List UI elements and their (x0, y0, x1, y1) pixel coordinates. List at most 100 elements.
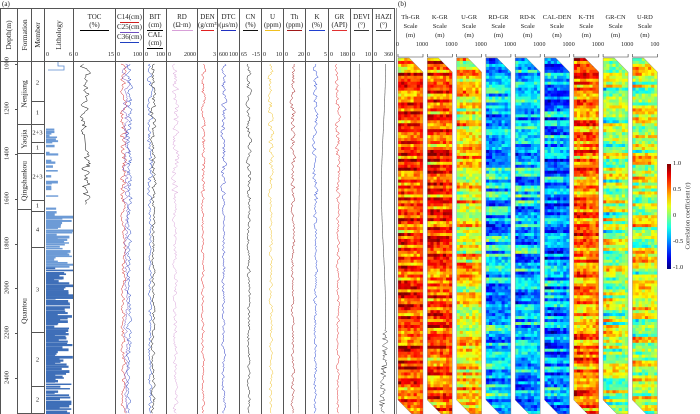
heatmap-cell (533, 120, 538, 124)
heatmap-cell (456, 387, 461, 391)
heatmap-cell (462, 164, 467, 169)
heatmap-cell (492, 310, 496, 314)
heatmap-cell (462, 236, 467, 240)
heatmap-cell (407, 209, 411, 213)
heatmap-cell (462, 336, 467, 341)
heatmap-cell (462, 203, 467, 207)
heatmap-cell (398, 81, 402, 86)
heatmap-cell (398, 250, 402, 255)
heatmap-cell (469, 259, 473, 264)
heatmap-cell (427, 230, 431, 234)
heatmap-cell (475, 247, 479, 252)
heatmap-cell (518, 58, 522, 62)
heatmap-cell (407, 325, 411, 329)
heatmap-cell (524, 236, 529, 240)
heatmap-cell (472, 322, 476, 326)
heatmap-cell (446, 283, 450, 287)
heatmap-cell (485, 138, 490, 142)
heatmap-cell (475, 108, 479, 112)
heatmap-cell (404, 336, 408, 341)
heatmap-cell (398, 378, 402, 382)
heatmap-cell (427, 218, 431, 222)
heatmap-cell (489, 390, 493, 394)
heatmap-cell (495, 218, 499, 222)
heatmap-cell (475, 99, 479, 103)
heatmap-cell (527, 319, 532, 323)
heatmap-cell (507, 173, 511, 178)
heatmap-cell (515, 280, 519, 284)
heatmap-cell (469, 230, 473, 234)
heatmap-cell (410, 227, 415, 231)
heatmap-cell (410, 206, 415, 210)
heatmap-cell (398, 200, 402, 204)
heatmap-cell (507, 58, 511, 62)
heatmap-cell (495, 301, 499, 305)
heatmap-cell (533, 253, 538, 258)
heatmap-cell (410, 111, 415, 115)
scale-min: 65 (241, 52, 247, 58)
heatmap-cell (449, 179, 453, 183)
heatmap-cell (515, 221, 519, 225)
heatmap-cell (439, 351, 444, 356)
heatmap-cell (492, 164, 496, 169)
heatmap-cell (524, 120, 529, 124)
heatmap-cell (416, 158, 421, 163)
heatmap-cell (492, 90, 496, 94)
heatmap-cell (404, 402, 408, 406)
heatmap-cell (413, 120, 418, 124)
heatmap-cell (436, 179, 441, 183)
heatmap-cell (485, 218, 490, 222)
heatmap-cell (404, 363, 408, 367)
lithology-bar (46, 221, 63, 225)
heatmap-cell (498, 274, 502, 278)
heatmap-cell (459, 129, 464, 133)
heatmap-cell (469, 354, 473, 359)
heatmap-cell (462, 310, 467, 314)
heatmap-cell (515, 120, 519, 124)
heatmap-cell (469, 173, 473, 178)
heatmap-cell (413, 144, 418, 148)
heatmap-cell (410, 72, 415, 77)
heatmap-cell (524, 206, 529, 210)
heatmap-cell (501, 188, 506, 192)
heatmap-cell (456, 396, 461, 400)
heatmap-cell (442, 147, 447, 151)
heatmap-cell (446, 268, 450, 272)
heatmap-cell (433, 135, 438, 139)
heatmap-cell (492, 179, 496, 183)
heatmap-cell (398, 144, 402, 148)
heatmap-cell (501, 277, 506, 281)
heatmap-cell (485, 191, 490, 195)
heatmap-cell (449, 244, 453, 249)
heatmap-cell (419, 336, 423, 341)
heatmap-cell (413, 274, 418, 278)
heatmap-cell (515, 295, 519, 299)
heatmap-cell (515, 322, 519, 326)
heatmap-cell (456, 280, 461, 284)
heatmap-cell (413, 99, 418, 103)
heatmap-cell (530, 256, 535, 261)
heatmap-cell (456, 253, 461, 258)
lithology-bar (46, 225, 61, 228)
heatmap-cell (413, 161, 418, 166)
heatmap-cell (398, 72, 402, 77)
heatmap-cell (446, 75, 450, 80)
heatmap-cell (407, 330, 411, 335)
heatmap-cell (404, 289, 408, 293)
heatmap-cell (416, 218, 421, 222)
heatmap-cell (436, 188, 441, 192)
heatmap-cell (442, 244, 447, 249)
heatmap-cell (530, 292, 535, 296)
heatmap-cell (462, 123, 467, 127)
lithology-bar (46, 390, 59, 393)
heatmap-cell (485, 408, 490, 412)
heatmap-cell (427, 203, 431, 207)
heatmap-cell (492, 72, 496, 77)
heatmap-cell (401, 244, 405, 249)
heatmap-cell (524, 194, 529, 198)
heatmap-cell (446, 295, 450, 299)
heatmap-cell (498, 176, 502, 181)
heatmap-cell (524, 66, 529, 71)
heatmap-cell (433, 158, 438, 163)
heatmap-cell (489, 152, 493, 157)
